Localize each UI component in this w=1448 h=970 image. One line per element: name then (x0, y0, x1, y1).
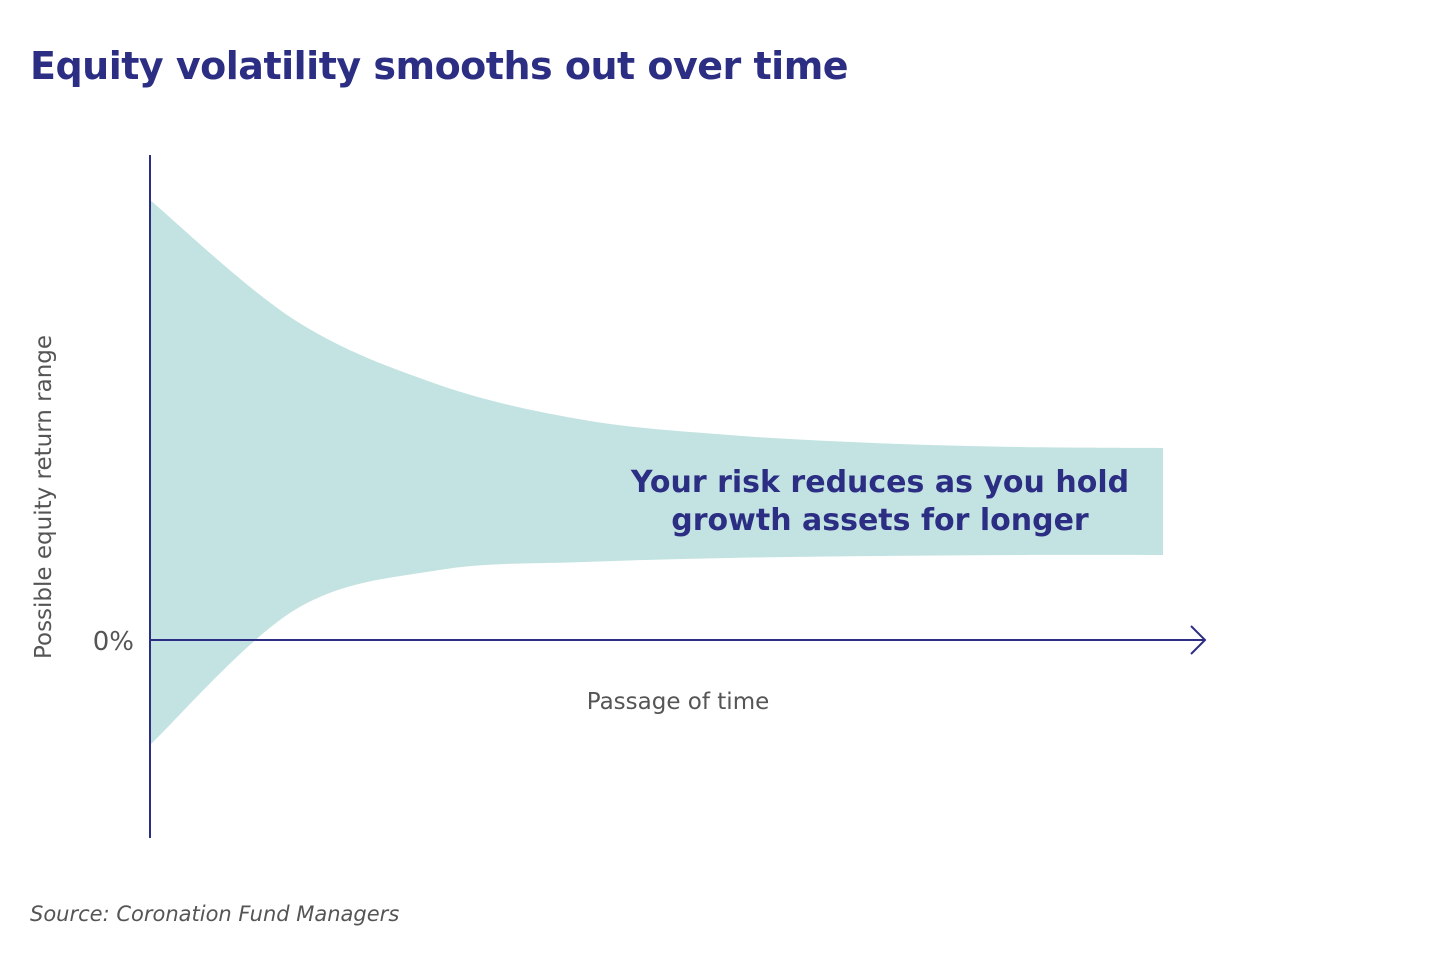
annotation-line-2: growth assets for longer (671, 503, 1089, 538)
x-axis-label: Passage of time (587, 689, 770, 715)
y-axis-label: Possible equity return range (31, 335, 57, 659)
x-axis-arrowhead (1190, 625, 1207, 655)
return-range-band (150, 200, 1163, 745)
annotation-line-1: Your risk reduces as you hold (630, 465, 1129, 500)
chart-title: Equity volatility smooths out over time (30, 44, 849, 88)
y-tick-label-zero: 0% (93, 627, 134, 657)
source-note: Source: Coronation Fund Managers (30, 902, 400, 926)
